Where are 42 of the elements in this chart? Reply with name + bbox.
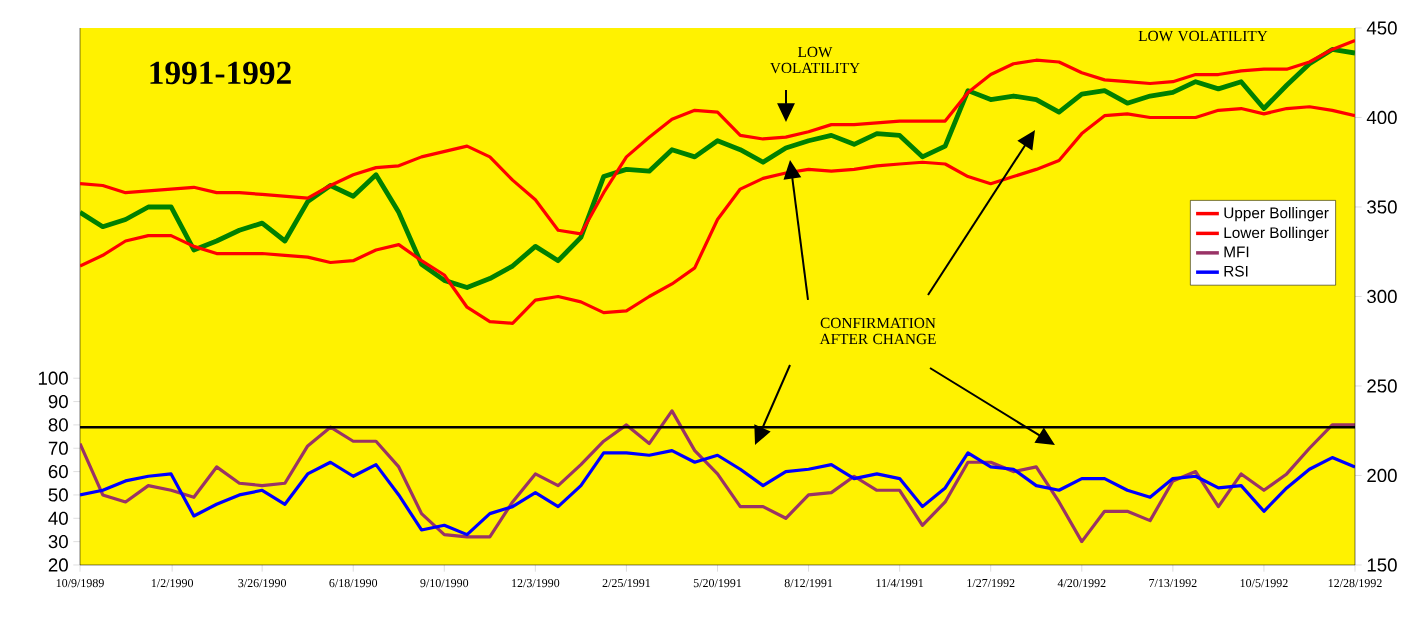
x-tick-label: 12/3/1990 (512, 579, 560, 588)
y2-tick-label: 150 (1367, 558, 1397, 572)
y-tick-label: 20 (48, 558, 68, 572)
x-tick-label: 12/28/1992 (1328, 579, 1382, 588)
x-tick-label: 10/9/1989 (56, 579, 104, 588)
x-tick-label: 9/10/1990 (420, 579, 469, 588)
y2-tick-label: 350 (1367, 200, 1397, 214)
y2-tick-label: 300 (1367, 289, 1397, 304)
y-tick-label: 70 (48, 441, 68, 455)
legend-label: Lower Bollinger (1224, 226, 1329, 242)
line-series (80, 47, 1355, 290)
line-series (80, 409, 1355, 544)
x-tick-label: 2/25/1991 (602, 579, 651, 588)
annotation: CONFIRMATION AFTER CHANGE (819, 317, 936, 345)
y-tick-label: 60 (48, 464, 68, 479)
text: 1991-1992 (150, 61, 291, 85)
y2-tick-label: 250 (1367, 379, 1397, 393)
annotation: LOW VOLATILITY (770, 46, 860, 74)
y-tick-label: 80 (48, 418, 68, 432)
x-tick-label: 5/20/1991 (693, 579, 742, 588)
x-tick-label: 6/18/1990 (329, 579, 378, 588)
x-tick-label: 10/5/1992 (1240, 579, 1288, 588)
legend-label: RSI (1224, 265, 1248, 277)
y-tick-label: 100 (38, 371, 68, 385)
x-tick-label: 1/27/1992 (967, 579, 1015, 588)
x-tick-label: 1/2/1990 (151, 579, 194, 588)
y-tick-label: 90 (48, 394, 68, 409)
y-tick-label: 50 (48, 488, 68, 502)
y2-tick-label: 400 (1366, 110, 1397, 125)
y-tick-label: 30 (48, 535, 68, 549)
y2-tick-label: 450 (1366, 21, 1397, 35)
y-tick-label: 40 (48, 511, 68, 525)
line-series (80, 448, 1355, 537)
x-tick-label: 7/13/1992 (1149, 579, 1197, 588)
x-tick-label: 8/12/1991 (784, 579, 833, 588)
legend-label: MFI (1224, 246, 1249, 258)
y2-tick-label: 200 (1367, 468, 1397, 483)
x-tick-label: 3/26/1990 (238, 579, 287, 588)
x-tick-label: 4/20/1992 (1057, 579, 1106, 588)
annotation: LOW VOLATILITY (1138, 30, 1268, 42)
x-tick-label: 11/4/1991 (876, 579, 924, 588)
legend-label: Upper Bollinger (1224, 207, 1329, 222)
